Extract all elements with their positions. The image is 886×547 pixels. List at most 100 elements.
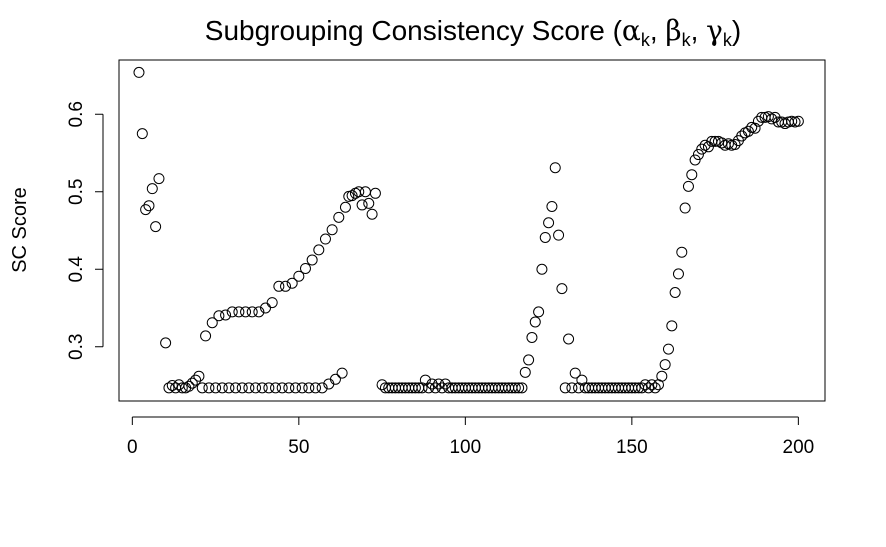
data-point	[339, 201, 351, 213]
data-point	[639, 379, 651, 391]
data-point	[283, 382, 295, 394]
data-point	[659, 359, 671, 371]
data-point	[629, 382, 641, 394]
data-point	[253, 306, 265, 318]
data-point	[263, 382, 275, 394]
data-point	[426, 378, 438, 390]
data-point	[163, 382, 175, 394]
data-point	[729, 138, 741, 150]
data-point	[336, 367, 348, 379]
data-point	[303, 382, 315, 394]
x-tick-label: 100	[449, 437, 481, 458]
data-point	[133, 66, 145, 78]
data-point	[166, 380, 178, 391]
data-point	[183, 380, 195, 392]
data-point	[266, 297, 278, 309]
data-point	[566, 382, 578, 394]
data-point	[539, 231, 551, 243]
title-part: k	[723, 30, 733, 50]
y-axis: 0.3 0.4 0.5 0.6	[66, 101, 104, 360]
x-tick-label: 0	[127, 437, 138, 458]
data-point	[439, 378, 451, 390]
data-point	[662, 343, 674, 355]
data-point	[523, 354, 535, 366]
data-point	[329, 373, 341, 385]
data-point	[196, 382, 208, 394]
data-point	[529, 316, 541, 328]
data-point	[359, 186, 371, 198]
data-point	[366, 208, 378, 220]
data-point	[140, 204, 152, 216]
data-point	[742, 125, 754, 137]
data-point	[513, 382, 525, 394]
x-tick-label: 150	[616, 437, 648, 458]
data-point	[646, 379, 658, 391]
data-point	[299, 262, 311, 274]
x-axis: 0 50 100 150 200	[127, 416, 815, 458]
data-point	[563, 333, 575, 345]
data-point	[762, 111, 774, 123]
data-point	[316, 382, 328, 394]
data-point	[669, 287, 681, 298]
data-point	[656, 370, 668, 382]
data-point	[543, 217, 555, 229]
data-point	[200, 330, 212, 342]
data-point	[649, 382, 661, 394]
data-point	[346, 190, 358, 202]
data-point	[296, 382, 308, 394]
data-point	[702, 141, 714, 153]
data-point	[576, 374, 588, 386]
y-axis-label: SC Score	[9, 187, 31, 273]
data-point	[319, 233, 331, 245]
data-point	[353, 186, 365, 198]
data-point	[546, 200, 558, 212]
data-point	[333, 211, 345, 223]
data-points	[133, 66, 804, 394]
data-point	[136, 128, 148, 140]
data-point	[553, 229, 565, 241]
data-point	[153, 173, 165, 185]
data-point	[429, 382, 441, 394]
data-point	[309, 382, 321, 394]
data-point	[313, 244, 325, 256]
data-point	[409, 382, 421, 394]
data-point	[190, 374, 202, 386]
data-point	[270, 382, 282, 394]
data-point	[526, 331, 538, 343]
x-tick-label: 200	[783, 437, 815, 458]
data-point	[250, 382, 262, 394]
title-part: γ	[706, 14, 723, 47]
data-point	[260, 302, 272, 314]
data-point	[276, 382, 288, 394]
data-point	[549, 162, 561, 174]
data-point	[160, 337, 172, 349]
data-point	[509, 382, 521, 394]
plot-frame	[118, 59, 826, 402]
data-point	[216, 382, 228, 394]
data-point	[423, 382, 435, 394]
data-point	[326, 224, 338, 236]
data-point	[236, 382, 248, 394]
data-point	[643, 382, 654, 394]
data-point	[433, 378, 445, 390]
data-point	[290, 382, 301, 394]
data-point	[792, 115, 804, 127]
data-point	[376, 379, 388, 391]
data-point	[240, 306, 252, 318]
data-point	[569, 367, 581, 379]
data-point	[146, 183, 158, 195]
data-point	[419, 374, 431, 386]
data-point	[636, 382, 648, 394]
data-point	[679, 202, 691, 214]
data-point	[176, 382, 188, 394]
data-point	[213, 310, 225, 322]
data-point	[363, 197, 375, 209]
data-point	[356, 199, 368, 211]
data-point	[749, 122, 761, 134]
data-point	[559, 382, 571, 394]
data-point	[306, 254, 318, 266]
data-point	[220, 309, 232, 321]
data-point	[150, 221, 162, 233]
title-part: β	[665, 14, 681, 47]
data-point	[243, 382, 255, 394]
